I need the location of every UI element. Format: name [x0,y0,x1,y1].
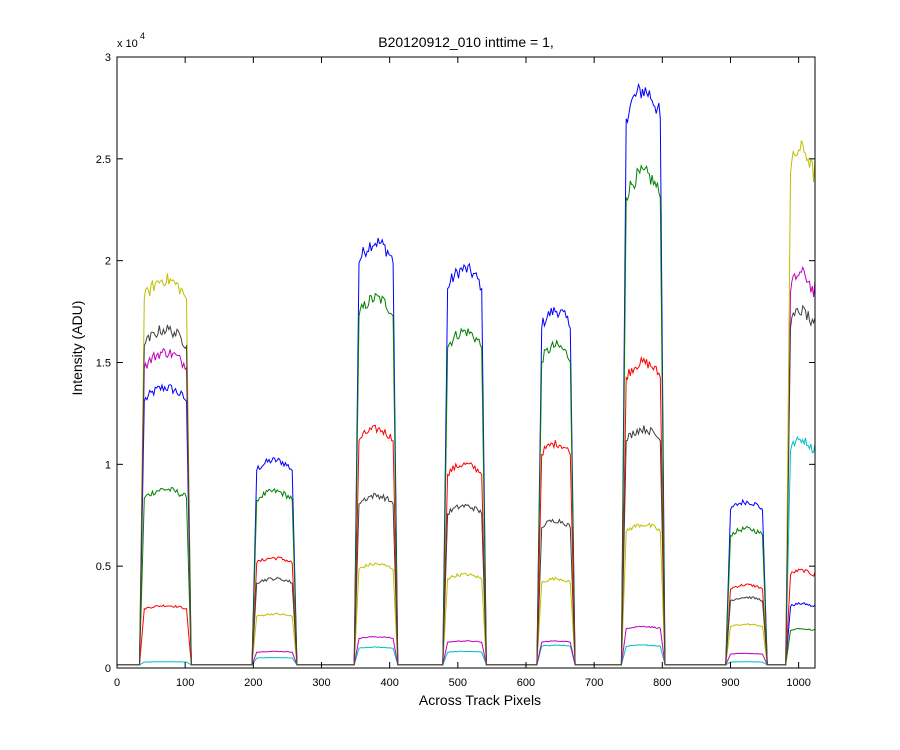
plot-background [117,57,815,668]
y-tick-label: 3 [105,52,111,64]
x-tick-label: 0 [114,677,120,689]
series-line [117,140,816,666]
x-axis-label: Across Track Pixels [419,692,541,708]
y-tick-label: 1.5 [96,358,111,370]
x-tick-label: 300 [312,677,330,689]
series-line [117,304,816,666]
x-tick-label: 900 [721,677,739,689]
x-axis: 0 100 200 300 400 500 600 700 800 900 1000 [114,57,811,689]
y-multiplier-exponent: 4 [140,31,145,41]
y-tick-label: 0 [105,663,111,675]
series-line [117,164,816,666]
y-multiplier-label: x 10 [117,38,138,50]
x-tick-label: 200 [244,677,262,689]
y-tick-label: 1 [105,459,111,471]
series-line [117,265,816,666]
y-tick-label: 2 [105,256,111,268]
x-tick-label: 600 [517,677,535,689]
x-tick-label: 400 [380,677,398,689]
series-line [117,355,816,666]
y-axis: 0 0.5 1 1.5 2 2.5 3 [96,52,815,675]
series-layer [117,82,816,666]
y-tick-label: 0.5 [96,561,111,573]
x-tick-label: 700 [585,677,603,689]
chart-title: B20120912_010 inttime = 1, [378,34,554,50]
y-axis-label: Intensity (ADU) [69,301,85,396]
series-line [117,82,816,666]
y-tick-label: 2.5 [96,154,111,166]
x-tick-label: 500 [449,677,467,689]
x-tick-label: 100 [176,677,194,689]
series-line [117,435,816,666]
x-tick-label: 800 [653,677,671,689]
x-tick-label: 1000 [786,677,810,689]
